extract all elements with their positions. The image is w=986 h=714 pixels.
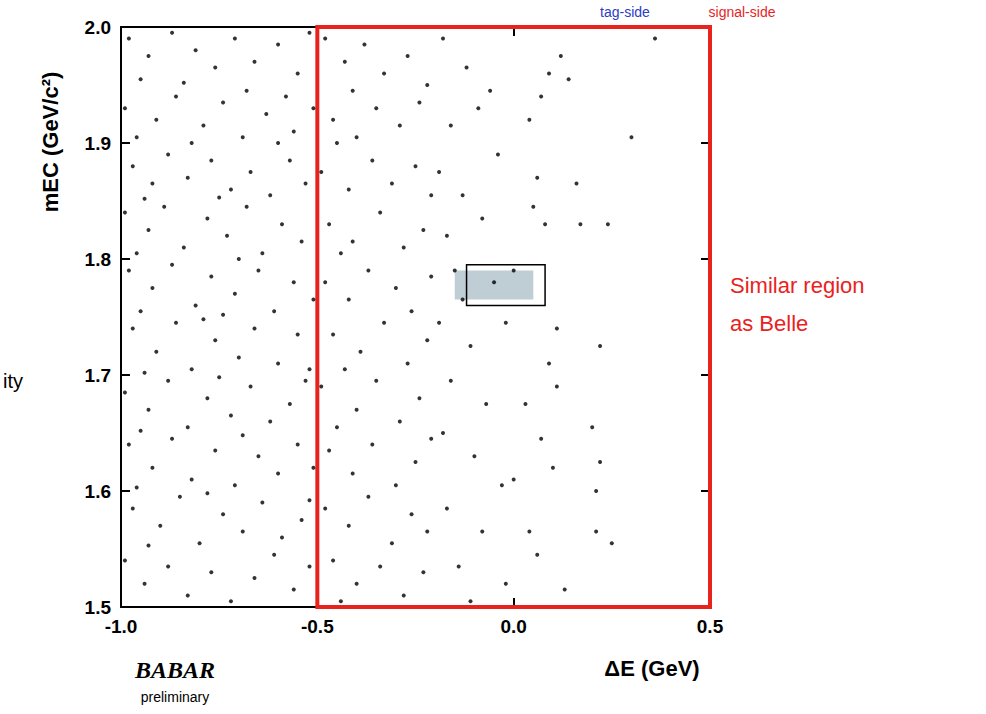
svg-text:1.6: 1.6 [85, 481, 111, 502]
svg-text:-1.0: -1.0 [105, 616, 138, 637]
svg-text:ΔE (GeV): ΔE (GeV) [604, 656, 699, 681]
svg-text:tag-side: tag-side [600, 4, 650, 20]
svg-text:2.0: 2.0 [85, 17, 111, 38]
svg-text:1.5: 1.5 [85, 597, 112, 618]
svg-text:-0.5: -0.5 [301, 616, 334, 637]
svg-text:0.0: 0.0 [500, 616, 526, 637]
svg-text:BABAR: BABAR [134, 657, 215, 683]
svg-text:as Belle: as Belle [730, 311, 808, 336]
svg-text:1.8: 1.8 [85, 249, 111, 270]
svg-text:1.7: 1.7 [85, 365, 111, 386]
svg-text:signal-side: signal-side [709, 4, 776, 20]
svg-text:1.9: 1.9 [85, 133, 111, 154]
svg-text:ity: ity [3, 370, 23, 392]
svg-text:0.5: 0.5 [697, 616, 724, 637]
svg-text:Similar region: Similar region [730, 273, 865, 298]
svg-text:mEC (GeV/c²): mEC (GeV/c²) [38, 72, 63, 213]
svg-text:preliminary: preliminary [141, 689, 209, 705]
